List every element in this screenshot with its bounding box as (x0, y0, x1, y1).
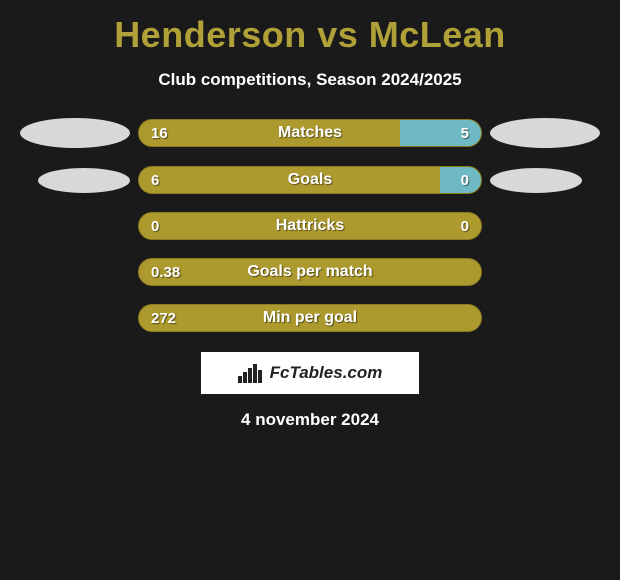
stats-list: Matches165Goals60Hattricks00Goals per ma… (0, 118, 620, 332)
stat-value-left: 0.38 (151, 259, 180, 285)
stat-value-left: 6 (151, 167, 159, 193)
stat-value-left: 272 (151, 305, 176, 331)
stat-bar: Goals6 0 (138, 166, 482, 194)
date-label: 4 november 2024 (0, 410, 620, 430)
stat-bar: Hattricks0 0 (138, 212, 482, 240)
brand-badge: FcTables.com (201, 352, 419, 394)
stat-value-left: 0 (151, 213, 159, 239)
stat-label: Min per goal (139, 305, 481, 331)
stat-label: Goals per match (139, 259, 481, 285)
player-right-marker (490, 168, 582, 193)
page-title: Henderson vs McLean (0, 0, 620, 56)
player-right-marker (490, 118, 600, 148)
subtitle: Club competitions, Season 2024/2025 (0, 70, 620, 90)
stat-bar: Goals per match0.38 (138, 258, 482, 286)
player-left-marker (20, 118, 130, 148)
stat-label: Hattricks (139, 213, 481, 239)
stat-value-right: 0 (461, 213, 469, 239)
stat-value-left: 16 (151, 120, 168, 146)
stat-bar: Matches16 5 (138, 119, 482, 147)
stat-row: Goals per match0.38 (0, 258, 620, 286)
chart-icon (238, 363, 264, 383)
stat-label: Matches (139, 120, 481, 146)
stat-value-right: 5 (461, 120, 469, 146)
player-left-marker (38, 168, 130, 193)
infographic-container: Henderson vs McLean Club competitions, S… (0, 0, 620, 580)
stat-bar: Min per goal272 (138, 304, 482, 332)
stat-row: Goals6 0 (0, 166, 620, 194)
stat-value-right: 0 (461, 167, 469, 193)
stat-row: Matches16 5 (0, 118, 620, 148)
brand-text: FcTables.com (270, 363, 383, 383)
stat-row: Min per goal272 (0, 304, 620, 332)
stat-row: Hattricks0 0 (0, 212, 620, 240)
stat-label: Goals (139, 167, 481, 193)
